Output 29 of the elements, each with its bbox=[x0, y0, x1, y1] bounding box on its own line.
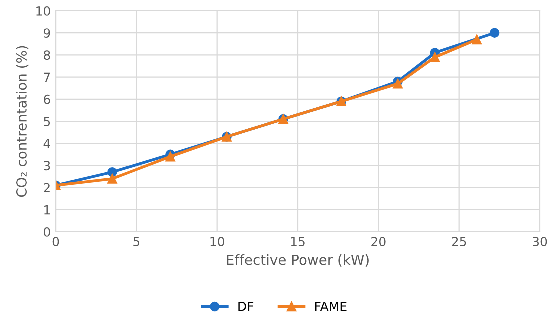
x-tick-label: 15 bbox=[291, 237, 305, 247]
legend-label: FAME bbox=[315, 302, 347, 312]
x-tick-label: 10 bbox=[210, 237, 224, 247]
point bbox=[393, 79, 403, 89]
x-tick-label: 30 bbox=[533, 237, 548, 247]
y-tick-label: 5 bbox=[44, 117, 50, 126]
y-tick-label: 2 bbox=[44, 183, 50, 193]
legend-label: DF bbox=[238, 302, 254, 312]
y-tick-label: 0 bbox=[44, 227, 50, 237]
x-tick-label: 5 bbox=[134, 237, 140, 247]
y-tick-label: 6 bbox=[44, 94, 50, 104]
y-tick-label: 10 bbox=[36, 6, 50, 16]
point bbox=[166, 152, 176, 162]
x-axis-title: Effective Power (kW) bbox=[227, 254, 369, 267]
x-tick-label: 0 bbox=[52, 237, 60, 247]
point bbox=[108, 174, 118, 184]
y-tick-label: 7 bbox=[44, 72, 50, 82]
y-tick-label: 8 bbox=[44, 50, 50, 60]
y-tick-label: 9 bbox=[44, 28, 50, 38]
point bbox=[108, 167, 118, 178]
x-tick-label: 20 bbox=[372, 237, 386, 247]
y-tick-label: 3 bbox=[44, 161, 50, 171]
y-tick-label: 4 bbox=[44, 139, 50, 148]
point bbox=[490, 28, 500, 38]
y-tick-label: 1 bbox=[44, 206, 50, 215]
point bbox=[430, 52, 440, 62]
point bbox=[472, 34, 482, 45]
y-axis-title: CO₂ contrentation (%) bbox=[16, 46, 29, 198]
x-tick-label: 25 bbox=[452, 237, 466, 247]
